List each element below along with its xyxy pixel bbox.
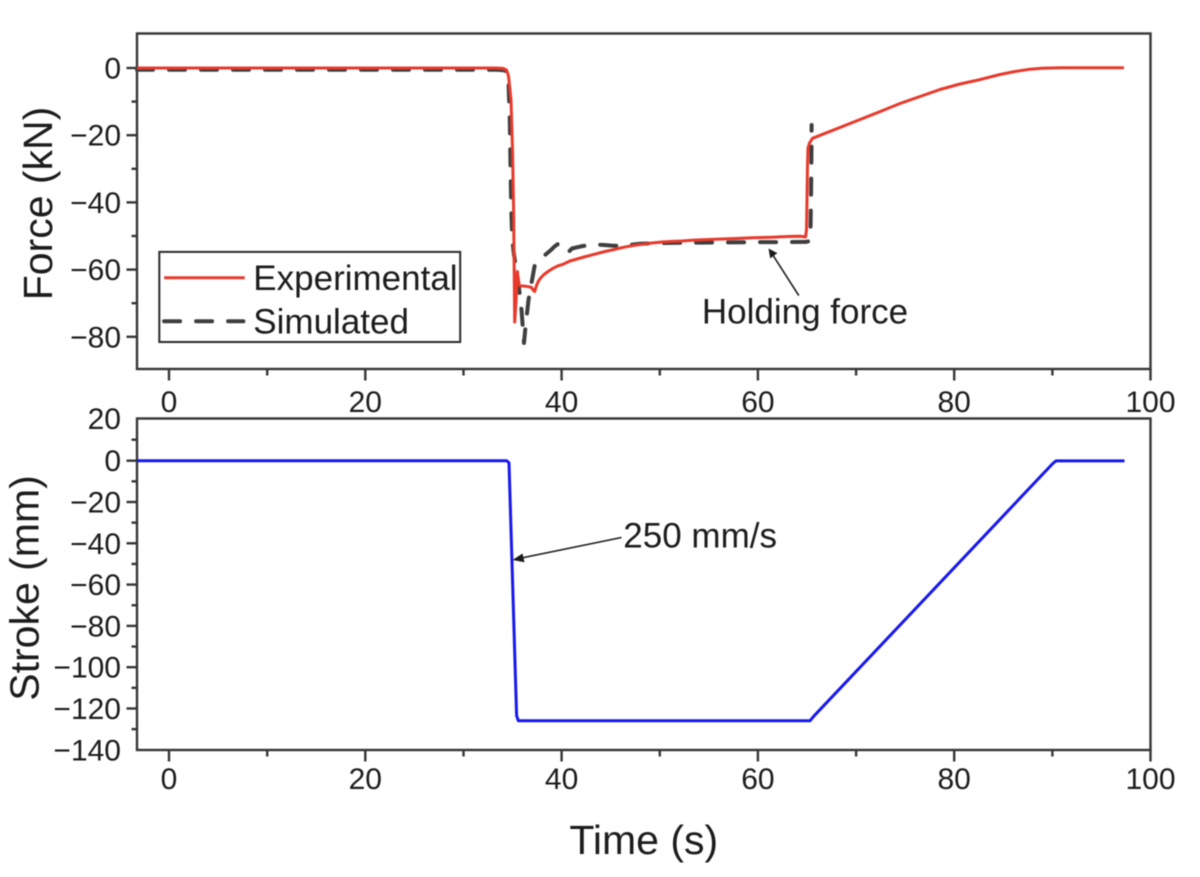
svg-text:0: 0	[161, 386, 178, 419]
svg-text:0: 0	[104, 53, 121, 86]
svg-text:−120: −120	[53, 693, 121, 726]
svg-text:−40: −40	[70, 187, 121, 220]
svg-text:100: 100	[1125, 386, 1175, 419]
svg-text:−100: −100	[53, 652, 121, 685]
svg-text:40: 40	[545, 763, 578, 796]
svg-text:−60: −60	[70, 254, 121, 287]
svg-text:Holding force: Holding force	[702, 293, 908, 332]
svg-text:−20: −20	[70, 120, 121, 153]
svg-text:250 mm/s: 250 mm/s	[623, 517, 777, 556]
svg-text:Simulated: Simulated	[253, 303, 409, 342]
svg-text:0: 0	[104, 445, 121, 478]
svg-text:20: 20	[349, 386, 382, 419]
svg-text:Experimental: Experimental	[253, 259, 457, 298]
svg-text:60: 60	[741, 386, 774, 419]
svg-text:Stroke (mm): Stroke (mm)	[2, 475, 48, 701]
svg-text:40: 40	[545, 386, 578, 419]
svg-text:Force (kN): Force (kN)	[15, 107, 61, 301]
svg-text:20: 20	[349, 763, 382, 796]
svg-text:0: 0	[161, 763, 178, 796]
svg-text:−20: −20	[70, 487, 121, 520]
svg-text:60: 60	[741, 763, 774, 796]
svg-text:−140: −140	[53, 734, 121, 767]
svg-text:80: 80	[938, 763, 971, 796]
svg-text:−80: −80	[70, 610, 121, 643]
svg-text:−40: −40	[70, 528, 121, 561]
svg-text:100: 100	[1125, 763, 1175, 796]
svg-text:20: 20	[88, 403, 121, 436]
svg-text:−60: −60	[70, 569, 121, 602]
svg-text:Time (s): Time (s)	[569, 817, 718, 863]
svg-text:80: 80	[938, 386, 971, 419]
svg-text:−80: −80	[70, 321, 121, 354]
